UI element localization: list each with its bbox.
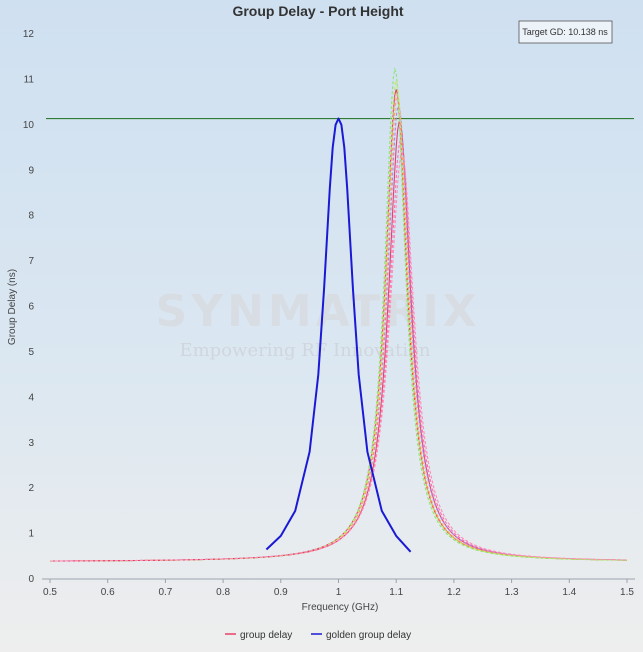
series-group [49, 67, 627, 562]
legend-label-golden-group-delay: golden group delay [326, 630, 411, 641]
y-tick-label: 8 [28, 211, 34, 222]
x-tick-label: 1.1 [389, 587, 403, 598]
legend-item-golden-group-delay[interactable]: golden group delay [311, 630, 411, 641]
x-axis-ticks: 0.5 0.6 0.7 0.8 0.9 1 1.1 1.2 1.3 1.4 1.5 [43, 579, 634, 598]
y-tick-label: 6 [28, 302, 34, 313]
x-tick-label: 1.2 [447, 587, 461, 598]
group-delay-series-8 [50, 151, 627, 562]
chart-title: Group Delay - Port Height [232, 3, 403, 19]
y-tick-label: 12 [23, 29, 35, 40]
x-tick-label: 1.5 [620, 587, 634, 598]
x-tick-label: 0.9 [274, 587, 288, 598]
x-axis-title: Frequency (GHz) [302, 602, 379, 613]
y-tick-label: 0 [28, 574, 34, 585]
x-tick-label: 0.7 [158, 587, 172, 598]
golden-group-delay-series [265, 117, 412, 553]
y-axis-title: Group Delay (ns) [7, 269, 18, 345]
x-tick-label: 1 [336, 587, 342, 598]
y-tick-label: 1 [28, 529, 34, 540]
target-annotation: Target GD: 10.138 ns [518, 20, 613, 44]
x-tick-label: 0.6 [101, 587, 115, 598]
watermark-logo-text: SYNMATRIX [156, 286, 481, 337]
y-tick-label: 2 [28, 483, 34, 494]
y-tick-label: 7 [28, 256, 34, 267]
legend-label-group-delay: group delay [240, 630, 292, 641]
y-tick-label: 5 [28, 347, 34, 358]
watermark: SYNMATRIX Empowering RF Innovation [156, 286, 481, 361]
y-tick-label: 11 [24, 74, 35, 85]
x-tick-label: 0.8 [216, 587, 230, 598]
y-tick-label: 9 [28, 165, 34, 176]
y-tick-label: 10 [23, 120, 35, 131]
annotation-box [518, 20, 613, 44]
x-tick-label: 0.5 [43, 587, 57, 598]
legend-item-group-delay[interactable]: group delay [225, 630, 292, 641]
annotation-text: Target GD: 10.138 ns [522, 27, 608, 37]
y-tick-label: 4 [28, 392, 34, 403]
legend: group delay golden group delay [225, 630, 411, 641]
x-tick-label: 1.3 [505, 587, 519, 598]
y-tick-label: 3 [28, 438, 34, 449]
x-tick-label: 1.4 [562, 587, 576, 598]
watermark-tagline: Empowering RF Innovation [179, 340, 430, 361]
